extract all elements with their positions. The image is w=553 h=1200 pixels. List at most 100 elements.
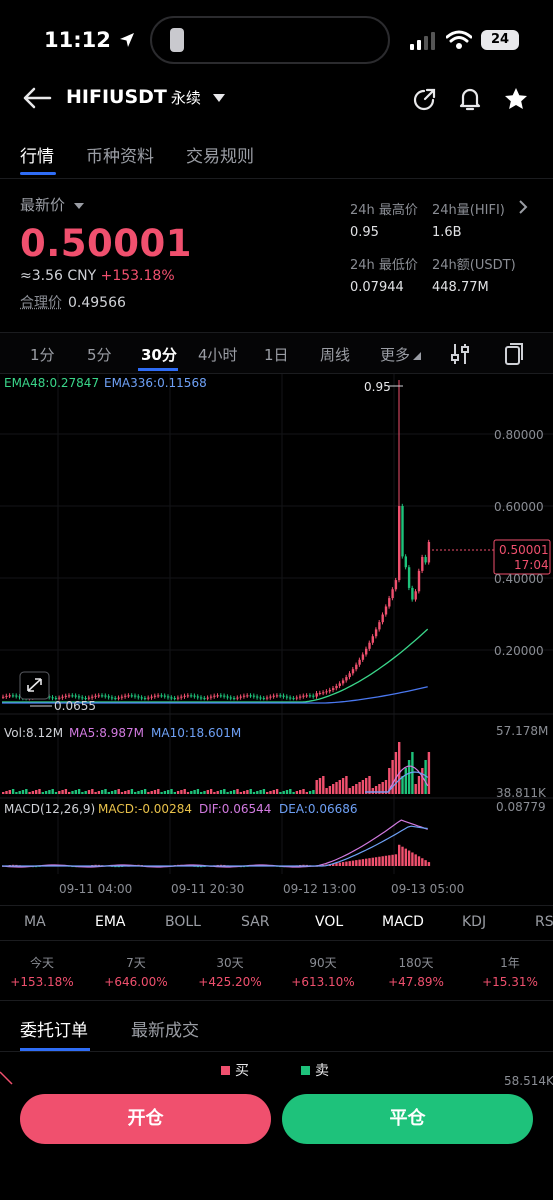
candle-body <box>306 695 308 696</box>
last-price-selector[interactable]: 最新价 <box>20 194 84 215</box>
indicator-settings-icon[interactable] <box>450 342 470 366</box>
indicator-vol[interactable]: VOL <box>315 914 343 930</box>
candle-body <box>174 698 176 699</box>
volume-bar <box>174 792 176 794</box>
indicator-rsi[interactable]: RS <box>535 914 553 930</box>
indicator-boll[interactable]: BOLL <box>165 914 201 930</box>
volume-bar <box>325 788 327 794</box>
interval-active-indicator <box>138 368 178 371</box>
interval-more[interactable]: 更多 <box>380 344 421 365</box>
macd-bar <box>401 847 403 866</box>
candle-body <box>250 695 252 696</box>
volume-bar <box>345 776 347 794</box>
macd-bar <box>355 860 357 866</box>
tab-latest-trades[interactable]: 最新成交 <box>131 1016 199 1041</box>
volume-bar <box>32 791 34 794</box>
close-position-button[interactable]: 平仓 <box>282 1094 533 1144</box>
back-arrow-icon[interactable] <box>22 86 52 110</box>
tab-trading-rules[interactable]: 交易规则 <box>186 142 254 167</box>
x-axis-label: 09-11 04:00 <box>59 882 132 896</box>
tab-active-indicator <box>20 172 56 175</box>
volume-bar <box>276 789 278 794</box>
volume-bar <box>154 790 156 794</box>
volume-bar <box>332 784 334 794</box>
macd-bar <box>418 856 420 866</box>
indicator-bar: MA EMA BOLL SAR VOL MACD KDJ RS <box>0 906 553 940</box>
candle-body <box>101 695 103 696</box>
volume-bar <box>217 791 219 794</box>
indicator-macd[interactable]: MACD <box>382 914 424 930</box>
candle-body <box>12 695 14 696</box>
perf-label: 1年 <box>470 954 550 971</box>
volume-bar <box>349 788 351 794</box>
interval-week[interactable]: 周线 <box>320 344 350 365</box>
candle-body <box>253 696 255 697</box>
volume-bar <box>157 789 159 794</box>
candle-body <box>405 556 407 567</box>
favorite-star-icon[interactable] <box>503 86 529 112</box>
candle-body <box>382 615 384 623</box>
macd-bar <box>368 858 370 866</box>
candle-body <box>167 696 169 697</box>
indicator-ema[interactable]: EMA <box>95 914 126 930</box>
macd-bar <box>391 855 393 866</box>
pair-selector[interactable]: HIFIUSDT 永续 <box>66 86 226 108</box>
volume-bar <box>283 791 285 794</box>
macd-bar <box>405 849 407 866</box>
interval-1d[interactable]: 1日 <box>264 344 289 365</box>
volume-bar <box>144 789 146 794</box>
volume-bar <box>263 789 265 794</box>
high-label: 24h 最高价 <box>350 199 418 218</box>
indicator-sar[interactable]: SAR <box>241 914 269 930</box>
macd-bar <box>349 861 351 866</box>
wifi-icon <box>446 30 472 50</box>
candle-body <box>137 696 139 697</box>
indicator-ma[interactable]: MA <box>24 914 46 930</box>
candle-body <box>91 697 93 698</box>
tab-coin-info[interactable]: 币种资料 <box>86 142 154 167</box>
interval-1m[interactable]: 1分 <box>30 344 55 365</box>
last-price-label: 最新价 <box>20 196 65 214</box>
tab-order-book[interactable]: 委托订单 <box>20 1016 88 1041</box>
candle-body <box>401 506 403 556</box>
volume-bar <box>401 776 403 794</box>
candle-body <box>124 696 126 697</box>
copy-layout-icon[interactable] <box>504 341 524 367</box>
volume-bar <box>223 789 225 794</box>
candle-body <box>292 698 294 699</box>
ema48-line <box>2 629 428 702</box>
x-axis-label: 09-11 20:30 <box>171 882 244 896</box>
volume-bar <box>342 778 344 794</box>
candle-body <box>391 589 393 598</box>
candle-body <box>104 696 106 697</box>
interval-4h[interactable]: 4小时 <box>198 344 238 365</box>
volume-bar <box>104 789 106 794</box>
volume-bar <box>68 792 70 794</box>
volume-bar <box>137 791 139 794</box>
x-axis-label: 09-13 05:00 <box>391 882 464 896</box>
perf-value: +47.89% <box>376 975 456 989</box>
chevron-right-icon[interactable] <box>518 200 528 214</box>
dea-value: DEA:0.06686 <box>279 802 358 816</box>
kline-chart[interactable] <box>0 374 553 906</box>
candle-body <box>259 697 261 698</box>
open-position-button[interactable]: 开仓 <box>20 1094 271 1144</box>
volume-bar <box>25 789 27 794</box>
chart-grid <box>0 374 553 874</box>
volume-bar <box>362 780 364 794</box>
volume-bar <box>167 790 169 794</box>
tab-market[interactable]: 行情 <box>20 142 54 167</box>
volume-bar <box>134 792 136 794</box>
candle-body <box>279 695 281 696</box>
volume-bar <box>151 791 153 794</box>
bell-icon[interactable] <box>458 86 482 112</box>
share-icon[interactable] <box>412 86 438 112</box>
indicator-kdj[interactable]: KDJ <box>462 914 486 930</box>
volume-bar <box>220 790 222 794</box>
amount-value: 448.77M <box>432 280 489 295</box>
interval-30m[interactable]: 30分 <box>141 344 177 365</box>
candle-body <box>372 636 374 642</box>
candle-body <box>98 695 100 696</box>
interval-5m[interactable]: 5分 <box>87 344 112 365</box>
legend-sell: 卖 <box>301 1060 329 1080</box>
